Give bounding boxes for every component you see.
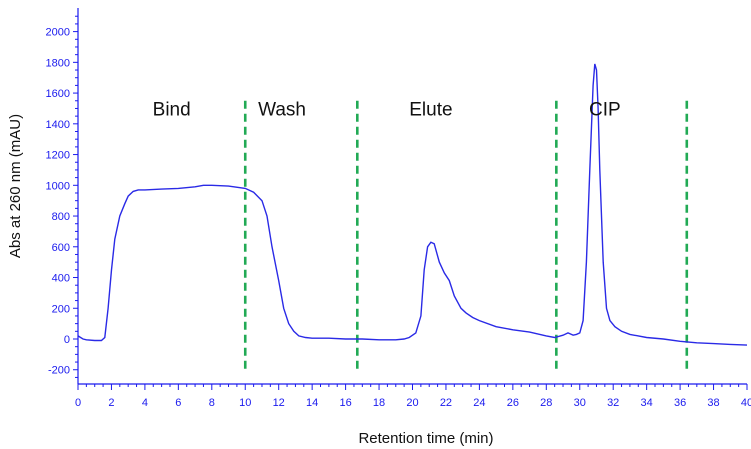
x-tick-label: 24 (473, 397, 485, 409)
y-axis-ticks: -200 0 200 400 600 800 1000 1200 1400 1600 1800 200… (46, 15, 78, 378)
x-tick-label: 28 (540, 397, 552, 409)
phase-label-elute: Elute (409, 99, 452, 120)
x-tick-label: 38 (707, 397, 719, 409)
phase-labels: Bind Wash Elute CIP (153, 99, 621, 120)
x-tick-label: 16 (339, 397, 351, 409)
y-tick-label: 1000 (46, 180, 70, 192)
y-tick-label: 1600 (46, 88, 70, 100)
x-tick-label: 20 (406, 397, 418, 409)
x-axis-ticks: 0 2 4 6 8 10 12 14 16 18 20 22 24 26 28 30 32 34 36 38 40 (75, 384, 751, 409)
x-axis-title: Retention time (min) (358, 430, 493, 447)
x-tick-label: 22 (440, 397, 452, 409)
x-tick-label: 40 (741, 397, 751, 409)
y-tick-label: 600 (52, 242, 70, 254)
x-tick-label: 10 (239, 397, 251, 409)
x-tick-label: 30 (574, 397, 586, 409)
y-tick-label: 800 (52, 211, 70, 223)
y-tick-label: 1400 (46, 119, 70, 131)
x-tick-label: 36 (674, 397, 686, 409)
phase-label-wash: Wash (258, 99, 306, 120)
y-tick-label: 400 (52, 273, 70, 285)
y-axis-title: Abs at 260 nm (mAU) (7, 114, 24, 258)
y-tick-label: 1800 (46, 57, 70, 69)
x-tick-label: 26 (507, 397, 519, 409)
x-tick-label: 2 (108, 397, 114, 409)
x-tick-label: 8 (209, 397, 215, 409)
x-tick-label: 18 (373, 397, 385, 409)
phase-label-bind: Bind (153, 99, 191, 120)
y-tick-label: 0 (64, 334, 70, 346)
y-tick-label: -200 (48, 365, 70, 377)
x-tick-label: 32 (607, 397, 619, 409)
x-tick-label: 14 (306, 397, 318, 409)
x-tick-label: 6 (175, 397, 181, 409)
x-tick-label: 34 (641, 397, 653, 409)
y-tick-label: 200 (52, 303, 70, 315)
x-tick-label: 0 (75, 397, 81, 409)
x-tick-label: 12 (273, 397, 285, 409)
absorbance-trace (77, 63, 748, 346)
y-tick-label: 1200 (46, 150, 70, 162)
phase-label-cip: CIP (589, 99, 621, 120)
y-tick-label: 2000 (46, 27, 70, 39)
x-tick-label: 4 (142, 397, 148, 409)
phase-dividers (243, 100, 689, 370)
